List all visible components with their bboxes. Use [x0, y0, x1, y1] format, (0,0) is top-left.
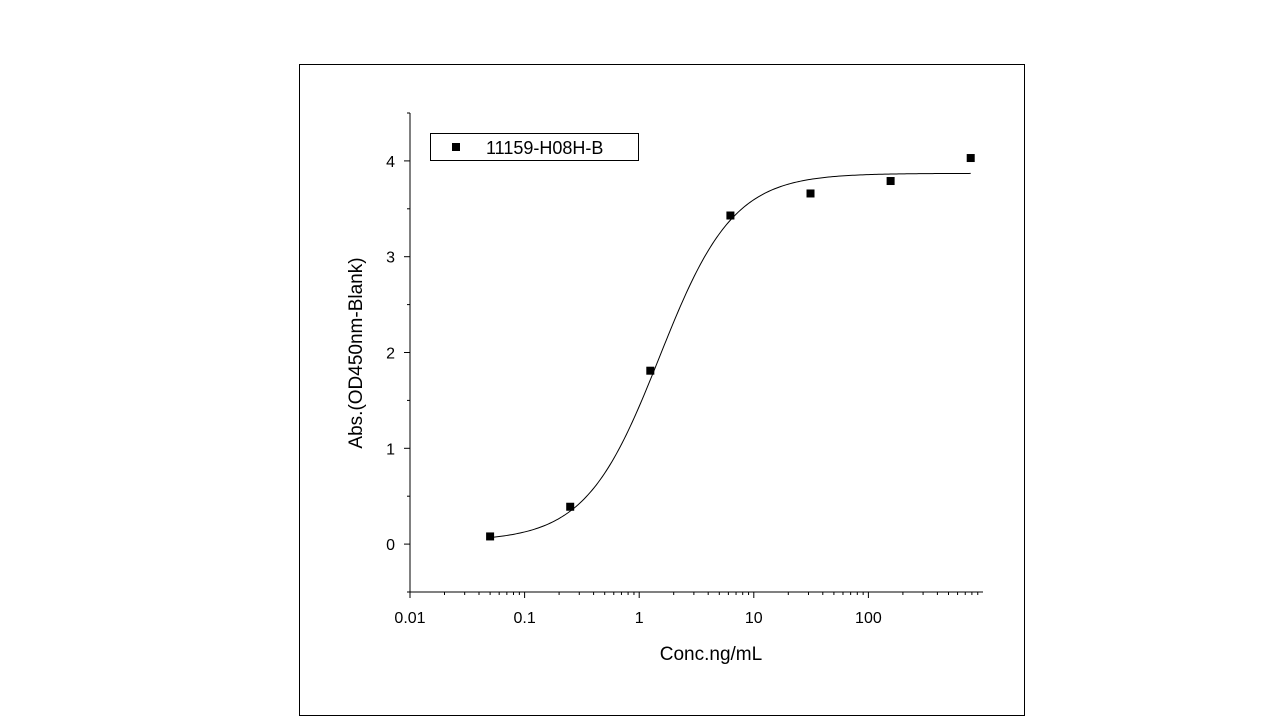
y-tick-label: 1 — [386, 441, 395, 458]
x-tick-label: 0.1 — [513, 610, 535, 627]
data-point — [726, 211, 735, 220]
data-point — [646, 366, 655, 375]
chart-frame — [299, 64, 1025, 716]
x-tick-label: 1 — [635, 610, 644, 627]
legend-label: 11159-H08H-B — [486, 138, 603, 158]
data-point — [806, 189, 815, 198]
x-tick-label: 0.01 — [394, 610, 425, 627]
x-axis-label: Conc.ng/mL — [660, 644, 762, 665]
legend: 11159-H08H-B — [430, 133, 639, 161]
plot-area: 0.01 0.1 1 10 100 0 1 2 3 4 — [386, 112, 983, 627]
legend-marker — [452, 143, 460, 151]
y-tick-label: 0 — [386, 537, 395, 554]
legend-box — [430, 133, 639, 161]
data-point — [886, 177, 895, 186]
y-tick-label: 3 — [386, 250, 395, 267]
data-point — [566, 502, 575, 511]
fit-curve — [490, 172, 971, 539]
x-tick-label: 100 — [855, 610, 882, 627]
data-point — [966, 154, 975, 163]
data-point — [486, 532, 495, 541]
y-tick-label: 4 — [386, 154, 395, 171]
y-tick-label: 2 — [386, 346, 395, 363]
y-axis-label: Abs.(OD450nm-Blank) — [346, 257, 367, 448]
x-tick-label: 10 — [745, 610, 763, 627]
